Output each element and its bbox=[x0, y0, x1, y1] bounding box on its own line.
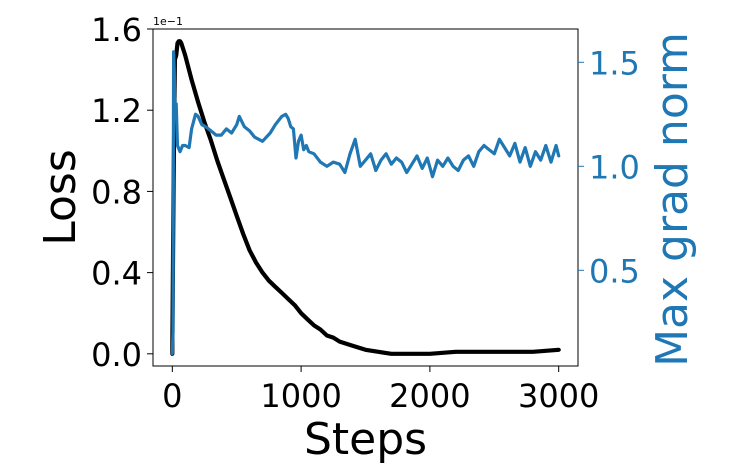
y-tick-label: 0.8 bbox=[91, 173, 142, 211]
x-tick-label: 2000 bbox=[389, 377, 470, 415]
offset-text: 1e−1 bbox=[153, 15, 183, 28]
ticks-layer: 0 1000 2000 3000 0.0 0.4 0.8 1.2 1.6 0.5 1.0 1.5 bbox=[91, 11, 640, 415]
x-axis-label: Steps bbox=[304, 414, 427, 465]
x-tick-label: 3000 bbox=[518, 377, 599, 415]
x-tick-label: 1000 bbox=[260, 377, 341, 415]
y2-tick-label: 0.5 bbox=[589, 252, 640, 290]
series-loss-line bbox=[170, 39, 561, 356]
y-tick-label: 1.2 bbox=[91, 92, 142, 130]
y-tick-label: 1.6 bbox=[91, 11, 142, 49]
y2-tick-label: 1.5 bbox=[589, 44, 640, 82]
y-tick-label: 0.0 bbox=[91, 336, 142, 374]
y-tick-label: 0.4 bbox=[91, 255, 142, 293]
series-max-grad-norm-line bbox=[170, 50, 561, 356]
y2-tick-label: 1.0 bbox=[589, 148, 640, 186]
series-layer bbox=[170, 39, 561, 356]
plot-frame bbox=[152, 28, 579, 367]
y-axis-label: Loss bbox=[35, 149, 86, 246]
y2-axis-label: Max grad norm bbox=[647, 32, 698, 367]
x-tick-label: 0 bbox=[162, 377, 182, 415]
